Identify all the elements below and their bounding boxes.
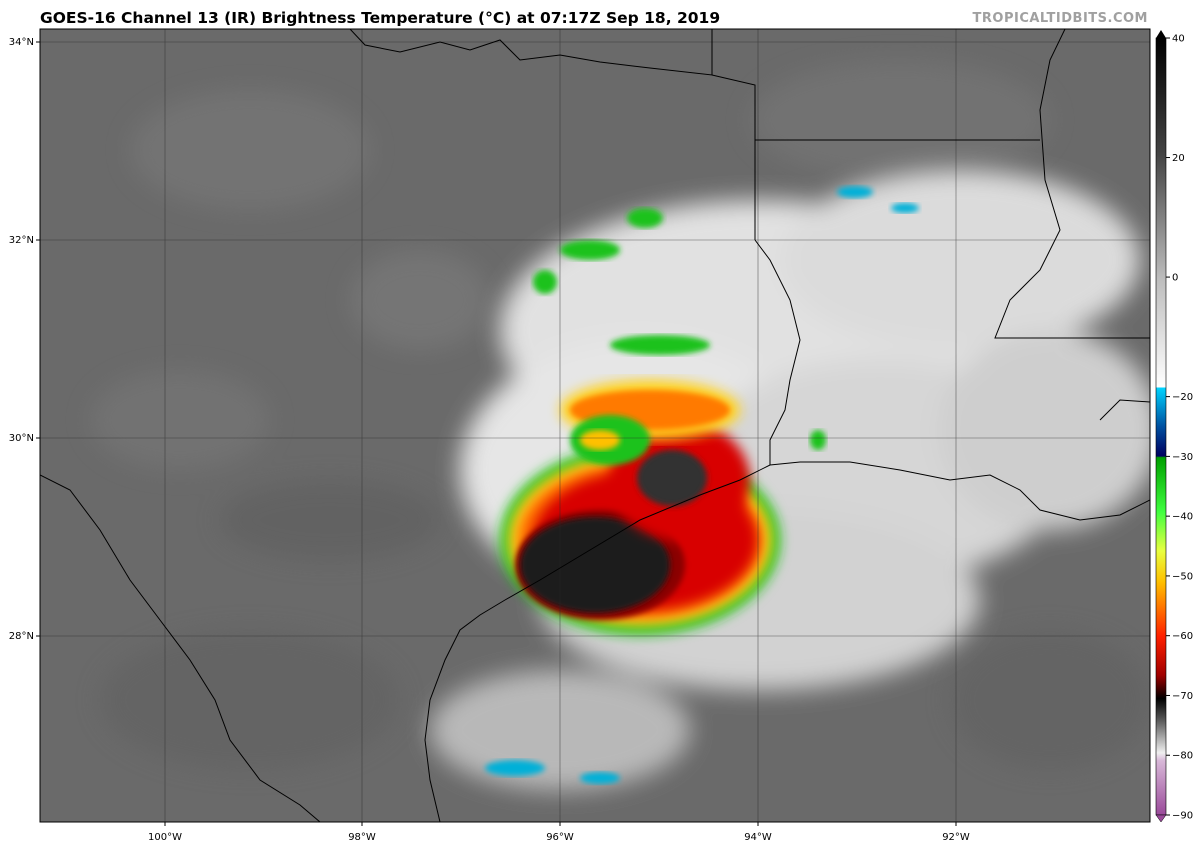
colorbar: 40 20 0 −20 −30 −40 −50 −60 −70 −80 −90 (1155, 30, 1193, 823)
borders (40, 29, 1150, 822)
watermark: TROPICALTIDBITS.COM (972, 11, 1148, 26)
lon-label-94w: 94°W (744, 832, 772, 843)
lat-label-34n: 34°N (9, 37, 34, 48)
lon-label-98w: 98°W (348, 832, 376, 843)
lon-axis: 100°W 98°W 96°W 94°W 92°W (148, 822, 970, 843)
colorbar-tick-label: −50 (1172, 571, 1193, 582)
colorbar-tick-label: −20 (1172, 392, 1193, 403)
colorbar-bottom-arrow (1155, 814, 1167, 823)
gridlines (40, 29, 1150, 822)
storm-core (485, 186, 919, 784)
colorbar-tick-label: −90 (1172, 811, 1193, 822)
colorbar-tick-label: −80 (1172, 751, 1193, 762)
colorbar-tick-label: −40 (1172, 512, 1193, 523)
lon-label-100w: 100°W (148, 832, 182, 843)
lon-label-92w: 92°W (942, 832, 970, 843)
lat-label-30n: 30°N (9, 433, 34, 444)
colorbar-tick-label: 40 (1172, 34, 1185, 45)
colorbar-tick-label: 20 (1172, 153, 1185, 164)
map-frame (39, 28, 1151, 823)
colorbar-tick-label: −30 (1172, 452, 1193, 463)
map-title: GOES-16 Channel 13 (IR) Brightness Tempe… (40, 9, 721, 27)
lon-label-96w: 96°W (546, 832, 574, 843)
imagery (40, 29, 1150, 822)
lat-label-28n: 28°N (9, 631, 34, 642)
colorbar-top-arrow (1156, 30, 1166, 38)
colorbar-tick-label: 0 (1172, 273, 1178, 284)
lat-label-32n: 32°N (9, 235, 34, 246)
colorbar-tick-label: −60 (1172, 631, 1193, 642)
colorbar-tick-label: −70 (1172, 691, 1193, 702)
lat-axis: 34°N 32°N 30°N 28°N (9, 37, 40, 642)
